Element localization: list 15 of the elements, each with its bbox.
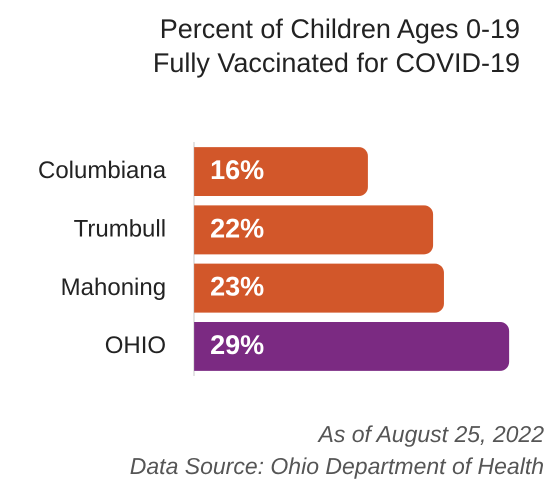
data-label: 22% [210, 213, 264, 244]
bar [194, 205, 434, 254]
source-note: Data Source: Ohio Department of Health [130, 452, 544, 481]
y-tick-label: OHIO [104, 332, 166, 360]
text: As of August 25, 2022 [316, 420, 544, 449]
bar [194, 322, 510, 371]
data-label: 29% [210, 330, 264, 360]
chart-title: Percent of Children Ages 0-19 Fully Vaccinated for COVID-19 [152, 13, 520, 80]
y-tick-label: Columbiana [38, 157, 167, 184]
data-label: 23% [210, 272, 264, 302]
data-label: 16% [210, 155, 264, 186]
bar [194, 264, 444, 313]
bar [194, 147, 368, 196]
y-tick-label: Mahoning [60, 274, 166, 301]
y-tick-label: Trumbull [74, 215, 166, 242]
